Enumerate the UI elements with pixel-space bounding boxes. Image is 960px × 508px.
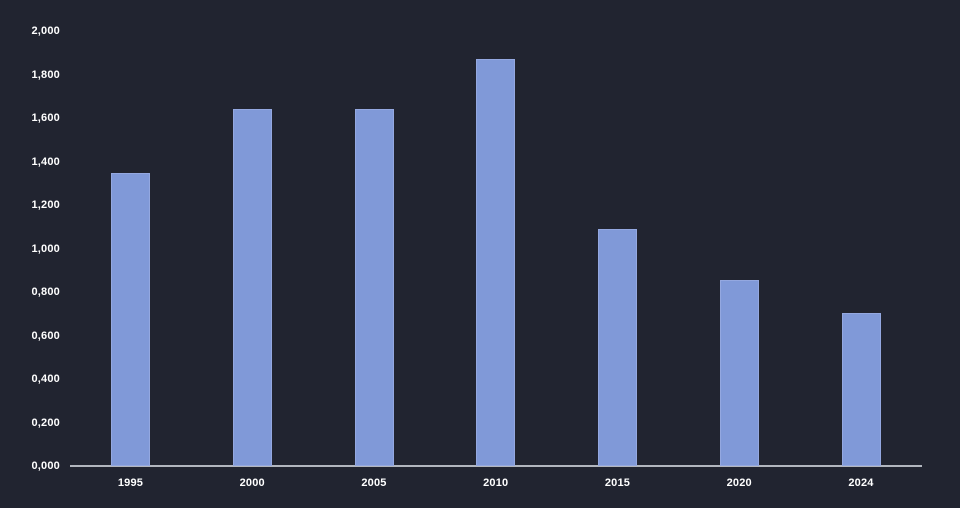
y-axis-tick-label: 0,800 [31, 286, 60, 298]
x-axis-label: 2005 [361, 477, 387, 489]
y-axis-tick-label: 0,200 [31, 416, 60, 429]
x-axis-label: 2000 [239, 477, 265, 489]
y-axis-tick-label: 1,000 [31, 242, 60, 255]
y-axis-tick-label: 0,400 [31, 373, 60, 385]
bar-1995 [111, 173, 150, 466]
bar-2015 [598, 228, 637, 466]
y-axis-tick-label: 0,600 [31, 329, 60, 342]
x-axis-label: 2024 [848, 477, 874, 489]
bar-2024 [841, 312, 881, 466]
x-axis-label: 2010 [483, 477, 509, 489]
bar-2010 [476, 59, 516, 466]
x-axis-label: 1995 [117, 477, 144, 489]
x-axis-label: 2020 [726, 477, 752, 489]
bar-2020 [719, 280, 759, 466]
y-axis-tick-label: 2,000 [31, 25, 60, 37]
x-axis-line [70, 465, 922, 467]
y-axis-tick-label: 1,400 [31, 155, 60, 168]
y-axis-tick-label: 0,000 [31, 460, 60, 472]
y-axis-tick-label: 1,200 [31, 199, 60, 211]
x-axis-label: 2015 [604, 477, 631, 489]
y-axis-tick-label: 1,800 [31, 68, 60, 81]
bar-2000 [232, 109, 272, 466]
bar-2005 [354, 109, 394, 466]
y-axis-tick-label: 1,600 [31, 112, 60, 124]
